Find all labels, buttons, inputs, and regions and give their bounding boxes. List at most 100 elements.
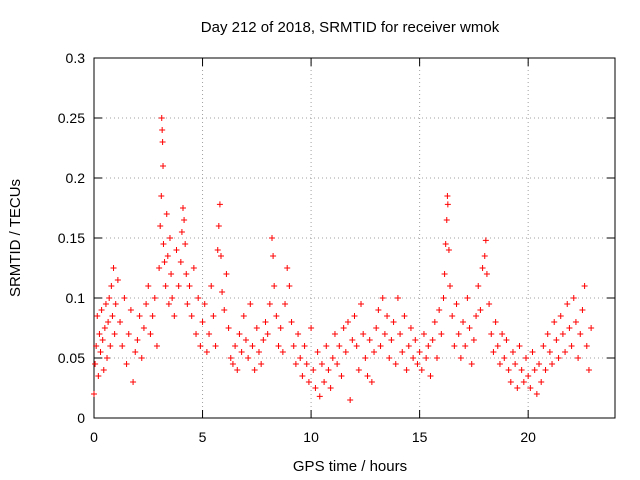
data-point: [340, 325, 347, 331]
data-point: [444, 193, 451, 199]
data-point: [394, 295, 401, 301]
y-tick-label: 0.25: [58, 110, 85, 126]
data-point: [93, 343, 100, 349]
data-point: [269, 235, 276, 241]
data-point: [297, 355, 304, 361]
data-point: [97, 349, 104, 355]
data-point: [588, 325, 595, 331]
data-point: [441, 271, 448, 277]
data-point: [173, 247, 180, 253]
data-point: [240, 313, 247, 319]
data-point: [308, 325, 315, 331]
data-point: [110, 265, 117, 271]
x-tick-label: 20: [520, 429, 536, 445]
data-point: [384, 313, 391, 319]
data-point: [117, 319, 124, 325]
data-point: [104, 355, 111, 361]
data-point: [169, 295, 176, 301]
data-point: [325, 367, 332, 373]
data-point: [245, 355, 252, 361]
data-point: [410, 355, 417, 361]
data-point: [177, 259, 184, 265]
data-point: [102, 301, 109, 307]
data-point: [414, 361, 421, 367]
data-point: [232, 343, 239, 349]
data-point: [481, 253, 488, 259]
data-point: [522, 355, 529, 361]
data-point: [436, 307, 443, 313]
data-point: [188, 313, 195, 319]
data-point: [130, 379, 137, 385]
data-point: [121, 295, 128, 301]
data-point: [316, 393, 323, 400]
data-point: [379, 295, 386, 301]
y-tick-label: 0: [77, 410, 85, 426]
data-point: [153, 343, 160, 349]
data-point: [134, 337, 141, 343]
data-point: [447, 283, 454, 289]
data-point: [488, 331, 495, 337]
data-point: [279, 349, 286, 355]
data-point: [201, 301, 208, 307]
data-point: [180, 205, 187, 211]
data-point: [531, 367, 538, 373]
data-point: [564, 301, 571, 307]
data-point: [195, 295, 202, 301]
data-point: [403, 367, 410, 373]
data-point: [462, 343, 469, 349]
data-point: [123, 361, 130, 367]
data-point: [151, 295, 158, 301]
data-point: [492, 319, 499, 325]
data-point: [109, 313, 116, 319]
data-point: [158, 193, 165, 199]
data-point: [583, 343, 590, 349]
data-point: [360, 331, 367, 337]
data-point: [208, 283, 215, 289]
data-point: [353, 343, 360, 349]
data-point: [178, 229, 185, 235]
data-point: [183, 271, 190, 277]
data-point: [520, 379, 527, 385]
data-point: [351, 313, 358, 319]
data-point: [303, 361, 310, 367]
data-point: [490, 349, 497, 355]
data-point: [264, 331, 271, 337]
data-point: [460, 319, 467, 325]
data-point: [473, 313, 480, 319]
data-point: [451, 343, 458, 349]
data-point: [162, 283, 169, 289]
data-point: [163, 211, 170, 217]
data-point: [182, 241, 189, 247]
data-point: [381, 331, 388, 337]
data-point: [540, 343, 547, 349]
data-point: [184, 301, 191, 307]
data-point: [168, 271, 175, 277]
data-point: [212, 343, 219, 349]
data-point: [119, 343, 126, 349]
data-point: [100, 367, 107, 373]
data-point: [210, 313, 217, 319]
data-point: [533, 391, 540, 397]
data-point: [457, 355, 464, 361]
data-point: [214, 247, 221, 253]
data-point: [251, 367, 258, 373]
data-point: [273, 313, 280, 319]
data-point: [505, 367, 512, 373]
data-point: [242, 337, 249, 343]
data-point: [314, 349, 321, 355]
data-point: [190, 265, 197, 271]
x-tick-label: 5: [199, 429, 207, 445]
data-point: [158, 115, 165, 121]
data-point: [397, 331, 404, 337]
data-point: [418, 367, 425, 373]
data-point: [149, 313, 156, 319]
data-point: [468, 361, 475, 367]
data-points: [91, 115, 595, 403]
y-tick-label: 0.05: [58, 350, 85, 366]
data-point: [364, 373, 371, 379]
data-point: [161, 259, 168, 265]
data-point: [377, 343, 384, 349]
data-point: [553, 337, 560, 343]
data-point: [94, 313, 101, 319]
data-point: [159, 139, 166, 145]
